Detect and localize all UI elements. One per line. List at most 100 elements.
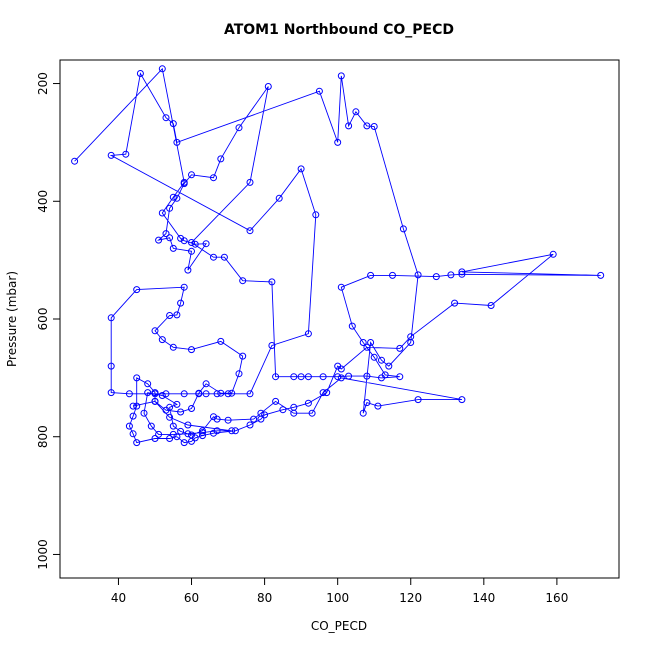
data-point [166, 234, 174, 242]
data-point [334, 373, 342, 381]
data-point [195, 390, 203, 398]
data-point [173, 194, 181, 202]
data-point [180, 237, 188, 245]
data-point [261, 411, 269, 419]
data-point [210, 429, 217, 437]
data-point [169, 120, 177, 128]
data-point [345, 122, 353, 130]
data-point [264, 83, 272, 90]
data-point [202, 380, 210, 388]
data-point [367, 339, 375, 346]
data-point [188, 171, 195, 179]
data-point [173, 433, 181, 441]
data-point [323, 389, 331, 397]
data-point [107, 389, 115, 397]
data-point [414, 271, 422, 279]
data-point [213, 390, 221, 398]
y-tick-label: 200 [36, 72, 50, 95]
series-lines [74, 67, 601, 444]
data-point [297, 165, 305, 173]
data-point [352, 108, 360, 116]
data-point [458, 270, 466, 278]
series-points [71, 65, 605, 447]
data-point [188, 405, 195, 412]
data-point [217, 337, 225, 345]
data-point [169, 244, 177, 252]
data-point [162, 114, 170, 122]
data-point [447, 271, 455, 279]
data-point [180, 439, 188, 447]
y-tick-label: 800 [36, 425, 50, 448]
data-point [414, 396, 422, 404]
data-point [107, 151, 115, 159]
data-point [213, 415, 221, 423]
data-point [177, 234, 185, 242]
data-point [389, 271, 396, 279]
data-point [133, 439, 141, 447]
data-point [210, 413, 217, 421]
data-point [217, 155, 225, 163]
data-point [257, 409, 265, 417]
data-point [359, 409, 367, 417]
data-point [549, 250, 557, 258]
data-point [188, 346, 195, 354]
data-point [202, 390, 210, 398]
data-point [231, 427, 239, 435]
data-point [345, 372, 353, 380]
data-point [290, 373, 298, 381]
y-axis: 200 400 600 800 1000 [36, 72, 61, 570]
data-point [363, 343, 371, 351]
data-point [396, 344, 404, 352]
data-point [235, 124, 243, 132]
data-point [359, 339, 367, 346]
data-point [268, 342, 276, 349]
data-point [155, 236, 163, 244]
data-point [246, 390, 254, 398]
data-point [184, 421, 192, 429]
data-point [246, 227, 254, 235]
x-tick-label: 140 [472, 591, 495, 605]
data-point [213, 427, 221, 435]
data-point [275, 194, 283, 202]
data-point [304, 330, 312, 338]
data-point [199, 432, 206, 440]
plot-frame [59, 59, 620, 579]
data-point [250, 415, 258, 423]
data-point [155, 430, 163, 438]
data-point [151, 435, 159, 442]
data-point [173, 400, 181, 408]
data-point [228, 427, 236, 435]
data-point [224, 416, 232, 424]
data-point [334, 362, 342, 370]
data-point [169, 430, 177, 438]
data-point [177, 408, 185, 416]
data-point [370, 123, 378, 130]
data-point [337, 374, 345, 382]
data-point [220, 253, 228, 261]
data-point [144, 380, 152, 388]
data-point [451, 299, 459, 307]
data-point [173, 311, 181, 319]
data-point [432, 273, 440, 281]
data-point [239, 352, 247, 360]
x-tick-label: 120 [399, 591, 422, 605]
data-point [188, 247, 195, 255]
data-point [370, 353, 378, 361]
data-point [217, 389, 225, 397]
data-point [129, 430, 137, 438]
data-point [487, 302, 495, 309]
data-point [458, 396, 466, 404]
data-point [158, 392, 166, 399]
data-point [458, 268, 466, 276]
data-point [133, 286, 141, 294]
x-tick-label: 100 [326, 591, 349, 605]
data-point [279, 406, 287, 414]
data-point [367, 271, 375, 279]
x-axis-label: CO_PECD [311, 619, 367, 633]
data-point [246, 421, 254, 429]
data-point [191, 240, 199, 248]
data-point [140, 409, 148, 417]
data-point [224, 390, 232, 398]
series-line [74, 67, 601, 444]
data-point [180, 390, 188, 398]
